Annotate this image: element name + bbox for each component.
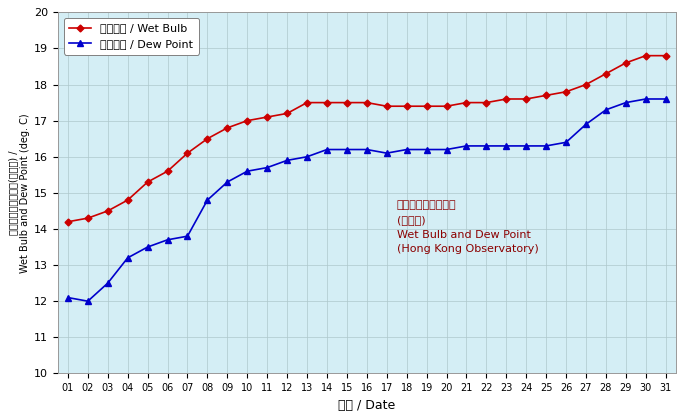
濕球溫度 / Wet Bulb bbox=[283, 111, 291, 116]
濕球溫度 / Wet Bulb bbox=[343, 100, 351, 105]
濕球溫度 / Wet Bulb bbox=[83, 215, 92, 220]
露點溫度 / Dew Point bbox=[144, 244, 152, 249]
濕球溫度 / Wet Bulb bbox=[482, 100, 490, 105]
濕球溫度 / Wet Bulb bbox=[183, 151, 192, 156]
露點溫度 / Dew Point bbox=[303, 154, 311, 159]
露點溫度 / Dew Point bbox=[243, 169, 251, 174]
濕球溫度 / Wet Bulb bbox=[363, 100, 371, 105]
露點溫度 / Dew Point bbox=[183, 234, 192, 239]
露點溫度 / Dew Point bbox=[602, 107, 610, 112]
露點溫度 / Dew Point bbox=[263, 165, 272, 170]
露點溫度 / Dew Point bbox=[283, 158, 291, 163]
露點溫度 / Dew Point bbox=[423, 147, 431, 152]
露點溫度 / Dew Point bbox=[403, 147, 411, 152]
露點溫度 / Dew Point bbox=[661, 97, 670, 102]
露點溫度 / Dew Point bbox=[522, 143, 530, 148]
露點溫度 / Dew Point bbox=[104, 281, 112, 286]
濕球溫度 / Wet Bulb bbox=[562, 89, 570, 94]
濕球溫度 / Wet Bulb bbox=[403, 104, 411, 109]
濕球溫度 / Wet Bulb bbox=[502, 97, 510, 102]
濕球溫度 / Wet Bulb bbox=[263, 115, 272, 120]
Legend: 濕球溫度 / Wet Bulb, 露點溫度 / Dew Point: 濕球溫度 / Wet Bulb, 露點溫度 / Dew Point bbox=[64, 18, 199, 55]
露點溫度 / Dew Point bbox=[64, 295, 72, 300]
濕球溫度 / Wet Bulb bbox=[64, 219, 72, 224]
露點溫度 / Dew Point bbox=[443, 147, 451, 152]
露點溫度 / Dew Point bbox=[642, 97, 650, 102]
濕球溫度 / Wet Bulb bbox=[203, 136, 211, 141]
濕球溫度 / Wet Bulb bbox=[602, 71, 610, 76]
露點溫度 / Dew Point bbox=[363, 147, 371, 152]
濕球溫度 / Wet Bulb bbox=[124, 197, 132, 202]
露點溫度 / Dew Point bbox=[323, 147, 331, 152]
濕球溫度 / Wet Bulb bbox=[582, 82, 590, 87]
濕球溫度 / Wet Bulb bbox=[104, 208, 112, 213]
露點溫度 / Dew Point bbox=[83, 299, 92, 304]
露點溫度 / Dew Point bbox=[562, 140, 570, 145]
X-axis label: 日期 / Date: 日期 / Date bbox=[338, 399, 395, 412]
露點溫度 / Dew Point bbox=[482, 143, 490, 148]
濕球溫度 / Wet Bulb bbox=[243, 118, 251, 123]
濕球溫度 / Wet Bulb bbox=[303, 100, 311, 105]
濕球溫度 / Wet Bulb bbox=[661, 53, 670, 58]
露點溫度 / Dew Point bbox=[343, 147, 351, 152]
露點溫度 / Dew Point bbox=[622, 100, 630, 105]
Y-axis label: 濕球溫度及露點溫度(攝氏度) /
Wet Bulb and Dew Point (deg. C): 濕球溫度及露點溫度(攝氏度) / Wet Bulb and Dew Point … bbox=[8, 113, 30, 273]
Text: 濕球溫度及露點溫度
(天文台)
Wet Bulb and Dew Point
(Hong Kong Observatory): 濕球溫度及露點溫度 (天文台) Wet Bulb and Dew Point (… bbox=[397, 200, 538, 255]
濕球溫度 / Wet Bulb bbox=[163, 169, 172, 174]
Line: 露點溫度 / Dew Point: 露點溫度 / Dew Point bbox=[65, 96, 669, 304]
濕球溫度 / Wet Bulb bbox=[144, 179, 152, 184]
露點溫度 / Dew Point bbox=[223, 179, 231, 184]
露點溫度 / Dew Point bbox=[542, 143, 550, 148]
濕球溫度 / Wet Bulb bbox=[323, 100, 331, 105]
露點溫度 / Dew Point bbox=[163, 237, 172, 242]
Line: 濕球溫度 / Wet Bulb: 濕球溫度 / Wet Bulb bbox=[66, 53, 668, 224]
濕球溫度 / Wet Bulb bbox=[423, 104, 431, 109]
濕球溫度 / Wet Bulb bbox=[622, 60, 630, 66]
露點溫度 / Dew Point bbox=[582, 122, 590, 127]
濕球溫度 / Wet Bulb bbox=[642, 53, 650, 58]
濕球溫度 / Wet Bulb bbox=[542, 93, 550, 98]
露點溫度 / Dew Point bbox=[203, 197, 211, 202]
露點溫度 / Dew Point bbox=[502, 143, 510, 148]
露點溫度 / Dew Point bbox=[462, 143, 471, 148]
濕球溫度 / Wet Bulb bbox=[462, 100, 471, 105]
露點溫度 / Dew Point bbox=[124, 255, 132, 260]
濕球溫度 / Wet Bulb bbox=[522, 97, 530, 102]
濕球溫度 / Wet Bulb bbox=[382, 104, 391, 109]
露點溫度 / Dew Point bbox=[382, 151, 391, 156]
濕球溫度 / Wet Bulb bbox=[223, 125, 231, 130]
濕球溫度 / Wet Bulb bbox=[443, 104, 451, 109]
